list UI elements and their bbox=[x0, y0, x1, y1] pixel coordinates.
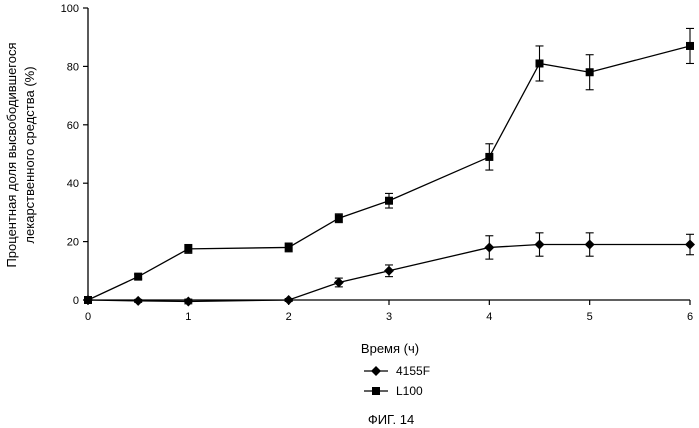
data-point-4155f bbox=[133, 296, 143, 306]
data-point-l100 bbox=[385, 197, 393, 205]
series bbox=[83, 28, 695, 306]
data-point-4155f bbox=[585, 240, 595, 250]
x-tick-label: 0 bbox=[85, 311, 91, 323]
data-point-l100 bbox=[686, 42, 694, 50]
y-axis-label-line-1: Процентная доля высвободившегося bbox=[4, 42, 19, 267]
data-point-l100 bbox=[184, 245, 192, 253]
legend-item-4155f: 4155F bbox=[364, 364, 430, 378]
x-tick-label: 6 bbox=[687, 311, 693, 323]
y-tick-label: 60 bbox=[67, 120, 79, 132]
data-point-l100 bbox=[536, 59, 544, 67]
legend-label: 4155F bbox=[396, 364, 430, 378]
y-tick-label: 100 bbox=[61, 3, 79, 15]
data-point-4155f bbox=[284, 295, 294, 305]
legend: 4155F L100 bbox=[364, 364, 430, 398]
legend-marker-l100 bbox=[372, 387, 380, 395]
x-tick-label: 3 bbox=[386, 311, 392, 323]
data-point-l100 bbox=[485, 153, 493, 161]
series-l100 bbox=[84, 28, 694, 304]
data-point-l100 bbox=[335, 214, 343, 222]
series-line-l100 bbox=[88, 46, 690, 300]
y-tick-label: 40 bbox=[67, 178, 79, 190]
data-point-l100 bbox=[285, 243, 293, 251]
x-tick-label: 1 bbox=[185, 311, 191, 323]
data-point-4155f bbox=[484, 242, 494, 252]
data-point-4155f bbox=[685, 240, 695, 250]
data-point-4155f bbox=[535, 240, 545, 250]
axes bbox=[88, 8, 690, 300]
series-4155f bbox=[83, 233, 695, 307]
data-point-l100 bbox=[134, 273, 142, 281]
y-axis-label-line-2: лекарственного средства (%) bbox=[22, 66, 37, 243]
y-tick-label: 0 bbox=[73, 295, 79, 307]
y-ticks: 0 20 40 60 80 100 bbox=[61, 3, 88, 307]
x-tick-label: 5 bbox=[587, 311, 593, 323]
y-tick-label: 80 bbox=[67, 61, 79, 73]
data-point-4155f bbox=[384, 266, 394, 276]
legend-marker-4155f bbox=[371, 366, 381, 376]
legend-label: L100 bbox=[396, 384, 423, 398]
data-point-4155f bbox=[334, 277, 344, 287]
data-point-l100 bbox=[84, 296, 92, 304]
x-tick-label: 2 bbox=[286, 311, 292, 323]
x-ticks: 0 1 2 3 4 5 6 bbox=[85, 300, 693, 323]
x-axis-label: Время (ч) bbox=[361, 341, 419, 356]
data-point-l100 bbox=[586, 68, 594, 76]
data-point-4155f bbox=[183, 296, 193, 306]
y-tick-label: 20 bbox=[67, 237, 79, 249]
figure-caption: ФИГ. 14 bbox=[368, 412, 414, 427]
x-tick-label: 4 bbox=[486, 311, 492, 323]
legend-item-l100: L100 bbox=[364, 384, 423, 398]
